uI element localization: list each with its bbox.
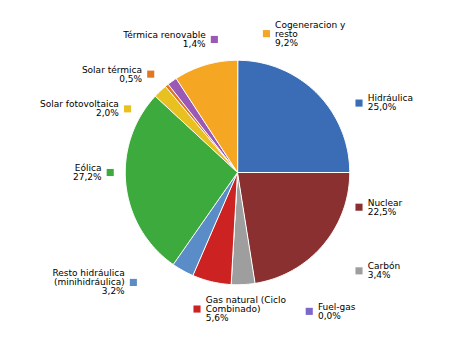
svg-text:Carbón3,4%: Carbón3,4% [368,261,400,280]
svg-text:Hidráulica25,0%: Hidráulica25,0% [368,93,413,112]
svg-text:Cogeneracion yresto9,2%: Cogeneracion yresto9,2% [275,20,346,48]
svg-text:Solar fotovoltaica2,0%: Solar fotovoltaica2,0% [40,99,119,118]
svg-text:Solar térmica0,5%: Solar térmica0,5% [82,65,143,84]
svg-text:Fuel-gas0,0%: Fuel-gas0,0% [318,302,356,321]
svg-text:Resto hidráulica(minihidráulic: Resto hidráulica(minihidráulica)3,2% [52,268,125,296]
svg-text:Eólica27,2%: Eólica27,2% [73,163,102,182]
svg-text:Nuclear22,5%: Nuclear22,5% [368,198,403,217]
svg-text:Térmica renovable1,4%: Térmica renovable1,4% [122,30,206,49]
svg-text:Gas natural (CicloCombinado)5,: Gas natural (CicloCombinado)5,6% [206,295,287,323]
